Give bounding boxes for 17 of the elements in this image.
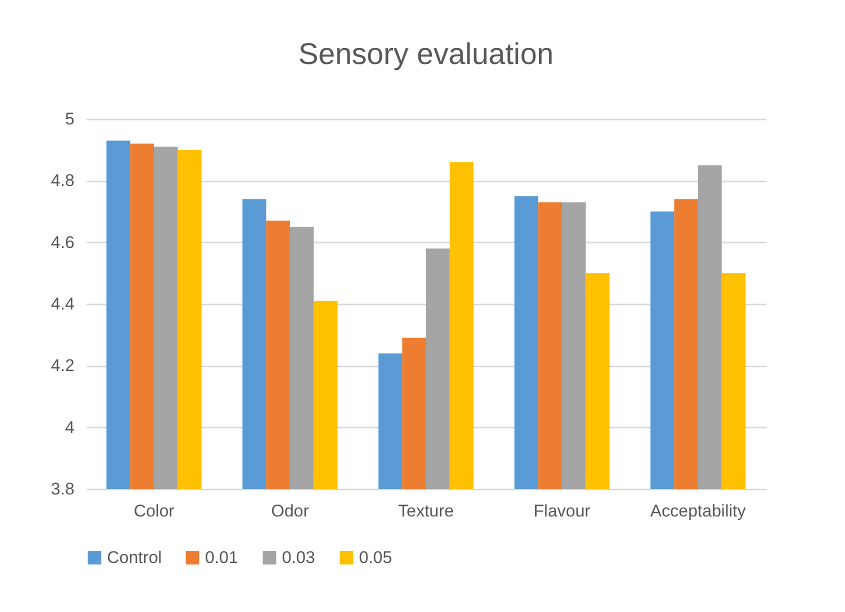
y-tick-label: 4 <box>65 418 74 437</box>
legend-label: Control <box>107 548 162 567</box>
legend-label: 0.05 <box>359 548 392 567</box>
y-tick-label: 4.8 <box>50 171 74 190</box>
x-tick-label: Odor <box>271 502 310 520</box>
legend-label: 0.01 <box>205 548 238 567</box>
y-tick-label: 4.6 <box>50 232 74 252</box>
y-tick-label: 5 <box>65 110 74 128</box>
legend-label: 0.03 <box>282 548 316 567</box>
y-tick-label: 3.8 <box>50 480 74 498</box>
x-tick-label: Flavour <box>534 502 591 520</box>
x-tick-label: Texture <box>398 502 454 520</box>
y-tick-label: 4.2 <box>50 356 74 376</box>
y-tick-label: 4.4 <box>50 294 74 314</box>
x-tick-label: Color <box>134 502 175 520</box>
chart-title: Sensory evaluation <box>298 38 554 71</box>
x-tick-label: Acceptability <box>650 502 746 520</box>
